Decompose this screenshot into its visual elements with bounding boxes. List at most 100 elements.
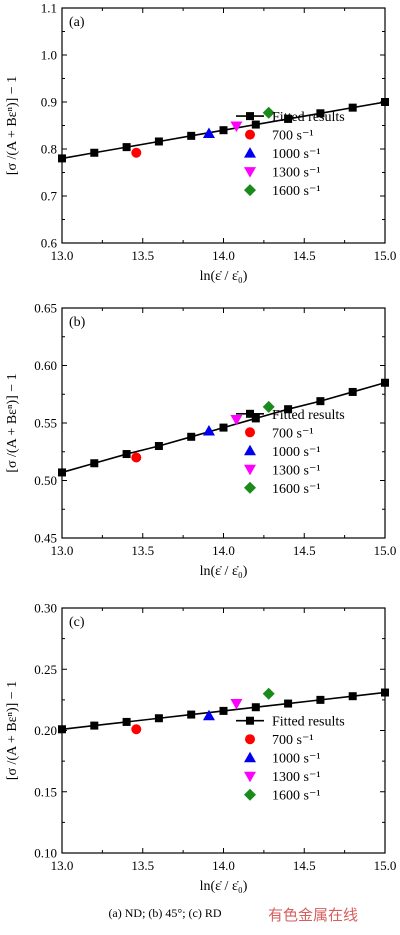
legend-label: 1600 s⁻¹ bbox=[272, 789, 321, 804]
data-point-square bbox=[122, 450, 131, 459]
legend-marker-triangle-down bbox=[244, 167, 256, 178]
data-point-square bbox=[348, 692, 357, 701]
data-point-triangle-down bbox=[230, 415, 243, 426]
legend-marker-triangle-up bbox=[244, 147, 256, 158]
data-point-triangle-up bbox=[202, 709, 215, 721]
data-point-circle bbox=[131, 724, 142, 735]
y-tick-label: 0.60 bbox=[34, 358, 57, 373]
legend-marker-triangle-up bbox=[244, 444, 256, 456]
legend-marker-triangle-down bbox=[244, 771, 256, 783]
y-axis-title: [σ /(A + Bεⁿ)] − 1 bbox=[5, 681, 20, 780]
legend-marker-triangle-up bbox=[244, 751, 256, 763]
data-point-square bbox=[381, 378, 389, 387]
legend-marker-diamond bbox=[244, 788, 256, 801]
plot-frame bbox=[61, 7, 386, 244]
chart-panel-1: 13.0 13.5 14.0 14.5 15.0 0.6 0.7 0.8 0.9 1.0 1.1 ln… bbox=[5, 1, 396, 285]
legend-label: 1000 s⁻¹ bbox=[272, 445, 321, 460]
data-point-square bbox=[187, 432, 196, 441]
x-tick-label: 14.5 bbox=[293, 543, 316, 558]
data-point-square bbox=[251, 703, 260, 712]
data-point-triangle-up bbox=[202, 425, 215, 436]
x-tick-label: 13.5 bbox=[131, 858, 154, 873]
panel-label: (a) bbox=[69, 15, 85, 30]
x-tick-label: 14.0 bbox=[212, 858, 235, 873]
legend-label: 1000 s⁻¹ bbox=[272, 752, 321, 767]
data-point-square bbox=[219, 126, 228, 135]
legend-label: 1600 s⁻¹ bbox=[272, 184, 321, 199]
legend-marker-diamond bbox=[244, 184, 256, 197]
y-tick-label: 0.6 bbox=[41, 236, 58, 251]
legend-label: 700 s⁻¹ bbox=[272, 129, 314, 144]
x-tick-label: 13.0 bbox=[51, 858, 74, 873]
plot-frame bbox=[61, 307, 386, 539]
legend-label: 1300 s⁻¹ bbox=[272, 166, 321, 181]
y-axis-title: [σ /(A + Bεⁿ)] − 1 bbox=[5, 373, 20, 472]
data-point-square bbox=[316, 397, 325, 406]
data-point-triangle-up bbox=[202, 127, 215, 138]
data-point-square bbox=[154, 137, 163, 146]
data-point-square bbox=[316, 695, 325, 704]
x-tick-label: 13.5 bbox=[131, 248, 154, 263]
figure-caption: (a) ND; (b) 45°; (c) RD bbox=[108, 906, 222, 920]
y-tick-label: 0.7 bbox=[41, 189, 58, 204]
y-tick-label: 0.25 bbox=[34, 662, 57, 677]
y-tick-label: 0.55 bbox=[34, 416, 57, 431]
data-point-square bbox=[58, 725, 66, 734]
y-tick-label: 0.65 bbox=[34, 301, 57, 316]
legend-marker-circle bbox=[245, 427, 255, 438]
data-point-square bbox=[219, 423, 228, 432]
legend-marker-circle bbox=[245, 734, 255, 745]
legend-label: 1300 s⁻¹ bbox=[272, 770, 321, 785]
data-point-square bbox=[251, 120, 260, 129]
x-axis-title: ln(ε̇ / ε̇₀) bbox=[200, 564, 248, 579]
x-tick-label: 13.0 bbox=[51, 248, 74, 263]
y-axis-title: [σ /(A + Bεⁿ)] − 1 bbox=[5, 76, 20, 175]
x-axis-title: ln(ε̇ / ε̇₀) bbox=[200, 269, 248, 284]
y-tick-label: 1.0 bbox=[41, 48, 57, 63]
legend-marker-square bbox=[246, 716, 254, 725]
data-point-circle bbox=[131, 147, 142, 158]
data-point-triangle-down bbox=[230, 121, 243, 132]
x-tick-label: 15.0 bbox=[374, 858, 397, 873]
y-tick-label: 0.10 bbox=[34, 846, 57, 861]
x-tick-label: 14.0 bbox=[212, 543, 235, 558]
legend-label: Fitted results bbox=[272, 110, 345, 125]
data-point-diamond bbox=[262, 400, 275, 413]
data-point-square bbox=[381, 98, 389, 106]
watermark-text: 有色金属在线 bbox=[268, 906, 359, 924]
y-tick-label: 0.45 bbox=[34, 531, 57, 546]
data-point-circle bbox=[131, 452, 142, 463]
data-point-square bbox=[316, 109, 325, 118]
data-point-diamond bbox=[262, 106, 275, 119]
x-tick-label: 14.5 bbox=[293, 248, 316, 263]
data-point-square bbox=[58, 468, 66, 477]
data-point-square bbox=[251, 414, 260, 423]
x-tick-label: 14.0 bbox=[212, 248, 235, 263]
chart-panel-3: 13.0 13.5 14.0 14.5 15.0 0.10 0.15 0.20 0.25 0.30… bbox=[5, 601, 396, 895]
legend-marker-circle bbox=[245, 129, 255, 140]
y-tick-label: 0.15 bbox=[34, 784, 57, 799]
data-point-square bbox=[187, 710, 196, 719]
x-tick-label: 15.0 bbox=[374, 248, 397, 263]
data-point-square bbox=[348, 387, 357, 396]
legend-marker-triangle-down bbox=[244, 464, 256, 476]
data-point-square bbox=[90, 721, 99, 730]
data-point-square bbox=[284, 405, 293, 414]
plot-frame bbox=[61, 607, 386, 854]
data-point-square bbox=[122, 717, 131, 726]
data-point-square bbox=[154, 714, 163, 723]
legend-label: Fitted results bbox=[272, 715, 345, 730]
legend-label: 1300 s⁻¹ bbox=[272, 463, 321, 478]
data-point-triangle-down bbox=[230, 699, 243, 710]
legend-marker-square bbox=[246, 112, 254, 121]
data-point-square bbox=[58, 154, 66, 163]
data-point-square bbox=[284, 114, 293, 123]
data-point-square bbox=[122, 143, 131, 152]
data-point-diamond bbox=[262, 687, 275, 700]
chart-panel-2: 13.0 13.5 14.0 14.5 15.0 0.45 0.50 0.55 0.60 0.65… bbox=[5, 301, 396, 580]
data-point-square bbox=[381, 688, 389, 697]
x-tick-label: 13.5 bbox=[131, 543, 154, 558]
data-point-square bbox=[154, 442, 163, 450]
legend-label: 1600 s⁻¹ bbox=[272, 482, 321, 497]
